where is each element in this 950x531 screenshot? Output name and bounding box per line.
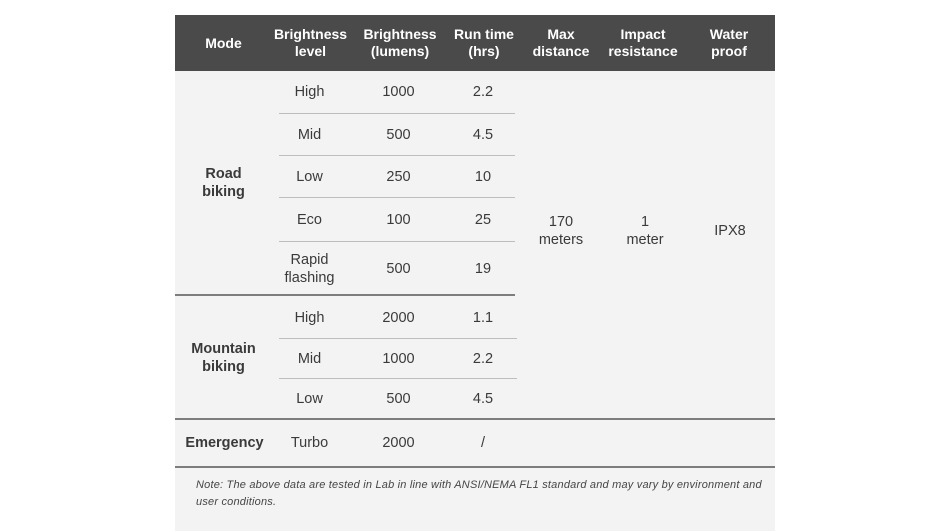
header-brightness-level: Brightness level (273, 26, 348, 59)
row-level: Turbo (290, 435, 329, 451)
row-hours: 2.2 (472, 350, 494, 367)
row-lumens: 500 (386, 126, 411, 143)
row-lumens: 1000 (382, 350, 415, 367)
table-bottom-border (175, 466, 775, 468)
mode-road-biking: Road biking (202, 166, 245, 200)
row-divider (279, 241, 515, 242)
row-hours: / (480, 435, 486, 451)
water-proof-value: IPX8 (714, 223, 746, 239)
row-level: Low (296, 390, 323, 407)
row-divider (279, 378, 517, 379)
header-impact-resistance: Impact resistance (608, 26, 678, 59)
row-lumens: 100 (386, 212, 411, 228)
footnote: Note: The above data are tested in Lab i… (196, 479, 762, 508)
section-divider (175, 294, 515, 296)
row-level: Mid (297, 126, 322, 143)
row-level: Low (296, 168, 323, 185)
impact-resistance-value: 1 meter (626, 214, 664, 248)
row-divider (279, 155, 515, 156)
row-divider (279, 113, 515, 114)
row-level: Rapid flashing (284, 251, 335, 286)
table-header-row (175, 15, 775, 71)
header-run-time: Run time (hrs) (454, 26, 514, 59)
row-hours: 2.2 (472, 84, 494, 100)
row-hours: 25 (474, 212, 492, 228)
mode-mountain-biking: Mountain biking (191, 340, 256, 375)
row-level: High (294, 309, 325, 326)
header-brightness-lumens: Brightness (lumens) (363, 26, 437, 59)
row-hours: 4.5 (472, 390, 494, 407)
row-level: High (294, 84, 325, 100)
row-lumens: 250 (386, 168, 411, 185)
row-lumens: 2000 (382, 435, 415, 451)
spec-table-card (175, 15, 775, 531)
row-lumens: 500 (386, 260, 411, 277)
max-distance-value: 170 meters (538, 214, 584, 248)
header-water-proof: Water proof (709, 26, 749, 59)
section-divider (175, 418, 775, 420)
header-mode: Mode (205, 34, 242, 51)
row-hours: 4.5 (472, 126, 494, 143)
row-hours: 10 (474, 168, 492, 185)
row-lumens: 1000 (382, 84, 415, 100)
row-hours: 1.1 (472, 309, 494, 326)
row-divider (279, 338, 517, 339)
header-max-distance: Max distance (532, 26, 590, 59)
mode-emergency: Emergency (185, 435, 264, 451)
row-level: Eco (297, 212, 322, 228)
row-lumens: 500 (386, 390, 411, 407)
row-level: Mid (297, 350, 322, 367)
row-divider (279, 197, 515, 198)
row-hours: 19 (474, 260, 492, 277)
row-lumens: 2000 (382, 309, 415, 326)
